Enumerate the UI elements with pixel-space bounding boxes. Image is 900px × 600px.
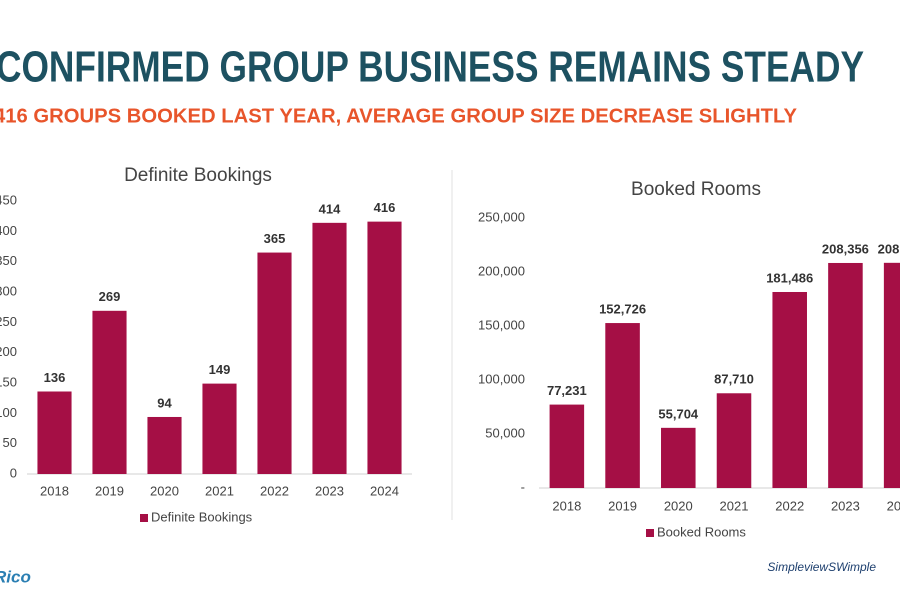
bar — [92, 310, 127, 474]
bar — [202, 383, 237, 474]
bar — [257, 252, 292, 474]
value-label: 94 — [157, 395, 172, 410]
value-label: 269 — [99, 289, 121, 304]
y-tick-label: 300 — [0, 283, 17, 298]
legend-swatch — [646, 529, 654, 537]
x-tick-label: 2018 — [552, 498, 581, 513]
value-label: 365 — [264, 231, 286, 246]
value-label: 136 — [44, 370, 66, 385]
legend-label: Booked Rooms — [657, 524, 746, 539]
y-tick-label: 150,000 — [478, 317, 525, 332]
y-tick-label: 250 — [0, 314, 17, 329]
slide-subtitle: 416 GROUPS BOOKED LAST YEAR, AVERAGE GRO… — [0, 105, 798, 127]
y-tick-label: - — [521, 479, 525, 494]
x-tick-label: 2023 — [315, 483, 344, 498]
y-tick-label: 50 — [3, 435, 17, 450]
y-tick-label: 450 — [0, 192, 17, 207]
y-tick-label: 200 — [0, 344, 17, 359]
bar — [883, 262, 900, 488]
chart-title: Booked Rooms — [631, 179, 761, 200]
y-tick-label: 50,000 — [485, 425, 525, 440]
x-tick-label: 2023 — [831, 498, 860, 513]
footer-logo: SimpleviewSWimple — [767, 560, 876, 574]
x-tick-label: 2024 — [370, 483, 399, 498]
value-label: 87,710 — [714, 372, 754, 387]
x-tick-label: 2019 — [608, 498, 637, 513]
y-tick-label: 200,000 — [478, 263, 525, 278]
chart-title: Definite Bookings — [124, 165, 272, 186]
x-tick-label: 2019 — [95, 483, 124, 498]
x-tick-label: 2022 — [775, 498, 804, 513]
value-label: 208,500 — [878, 241, 900, 256]
x-tick-label: 2024 — [887, 498, 900, 513]
bar — [312, 222, 347, 474]
y-tick-label: 400 — [0, 223, 17, 238]
y-tick-label: 0 — [10, 465, 17, 480]
y-tick-label: 150 — [0, 374, 17, 389]
value-label: 77,231 — [547, 383, 587, 398]
bar — [605, 323, 640, 488]
x-tick-label: 2020 — [150, 483, 179, 498]
bar — [772, 291, 807, 488]
bar — [828, 262, 863, 488]
y-tick-label: 100 — [0, 405, 17, 420]
value-label: 181,486 — [766, 270, 813, 285]
x-tick-label: 2020 — [664, 498, 693, 513]
x-tick-label: 2018 — [40, 483, 69, 498]
legend-swatch — [140, 514, 148, 522]
value-label: 55,704 — [658, 406, 699, 421]
y-tick-label: 100,000 — [478, 371, 525, 386]
bar — [367, 221, 402, 474]
bar — [661, 427, 696, 488]
x-tick-label: 2021 — [720, 498, 749, 513]
bar — [147, 416, 182, 474]
footer-logo: Rico — [0, 567, 31, 586]
x-tick-label: 2022 — [260, 483, 289, 498]
x-tick-label: 2021 — [205, 483, 234, 498]
value-label: 152,726 — [599, 301, 646, 316]
value-label: 149 — [209, 362, 231, 377]
bar — [716, 393, 752, 488]
value-label: 414 — [319, 201, 341, 216]
bar — [549, 404, 585, 488]
y-tick-label: 250,000 — [478, 209, 525, 224]
legend-label: Definite Bookings — [151, 509, 253, 524]
value-label: 208,356 — [822, 241, 869, 256]
bar — [37, 391, 72, 474]
y-tick-label: 350 — [0, 253, 17, 268]
value-label: 416 — [374, 200, 396, 215]
slide-title: CONFIRMED GROUP BUSINESS REMAINS STEADY — [0, 43, 864, 92]
